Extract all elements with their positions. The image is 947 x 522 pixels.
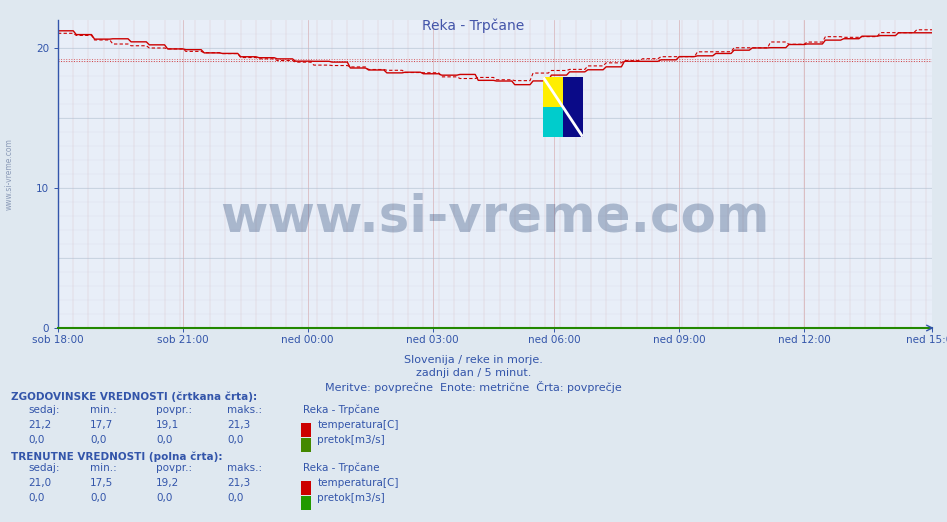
Text: 0,0: 0,0: [156, 493, 172, 503]
Text: temperatura[C]: temperatura[C]: [317, 420, 399, 430]
Text: zadnji dan / 5 minut.: zadnji dan / 5 minut.: [416, 368, 531, 378]
Text: sedaj:: sedaj:: [28, 463, 60, 473]
Text: temperatura[C]: temperatura[C]: [317, 478, 399, 488]
Text: 17,7: 17,7: [90, 420, 114, 430]
Text: 21,3: 21,3: [227, 420, 251, 430]
Bar: [543, 77, 563, 107]
Text: maks.:: maks.:: [227, 463, 262, 473]
Text: 0,0: 0,0: [28, 493, 45, 503]
Text: maks.:: maks.:: [227, 405, 262, 415]
Text: 19,1: 19,1: [156, 420, 180, 430]
Text: TRENUTNE VREDNOSTI (polna črta):: TRENUTNE VREDNOSTI (polna črta):: [11, 452, 223, 462]
Text: min.:: min.:: [90, 405, 116, 415]
Text: 17,5: 17,5: [90, 478, 114, 488]
Text: Reka - Trpčane: Reka - Trpčane: [422, 18, 525, 33]
Text: 0,0: 0,0: [28, 435, 45, 445]
Text: 19,2: 19,2: [156, 478, 180, 488]
Text: Reka - Trpčane: Reka - Trpčane: [303, 462, 380, 473]
Text: 21,3: 21,3: [227, 478, 251, 488]
Text: 0,0: 0,0: [90, 435, 106, 445]
Text: www.si-vreme.com: www.si-vreme.com: [221, 192, 770, 242]
Bar: [563, 77, 582, 137]
Text: 0,0: 0,0: [227, 435, 243, 445]
Text: povpr.:: povpr.:: [156, 463, 192, 473]
Text: 0,0: 0,0: [156, 435, 172, 445]
Text: Slovenija / reke in morje.: Slovenija / reke in morje.: [404, 355, 543, 365]
Text: 0,0: 0,0: [227, 493, 243, 503]
Text: 21,2: 21,2: [28, 420, 52, 430]
Text: sedaj:: sedaj:: [28, 405, 60, 415]
Text: Meritve: povprečne  Enote: metrične  Črta: povprečje: Meritve: povprečne Enote: metrične Črta:…: [325, 381, 622, 393]
Text: min.:: min.:: [90, 463, 116, 473]
Text: www.si-vreme.com: www.si-vreme.com: [5, 138, 14, 210]
Text: Reka - Trpčane: Reka - Trpčane: [303, 405, 380, 415]
Text: povpr.:: povpr.:: [156, 405, 192, 415]
Text: ZGODOVINSKE VREDNOSTI (črtkana črta):: ZGODOVINSKE VREDNOSTI (črtkana črta):: [11, 392, 258, 402]
Bar: [543, 107, 563, 137]
Text: 21,0: 21,0: [28, 478, 51, 488]
Text: pretok[m3/s]: pretok[m3/s]: [317, 493, 385, 503]
Text: pretok[m3/s]: pretok[m3/s]: [317, 435, 385, 445]
Text: 0,0: 0,0: [90, 493, 106, 503]
